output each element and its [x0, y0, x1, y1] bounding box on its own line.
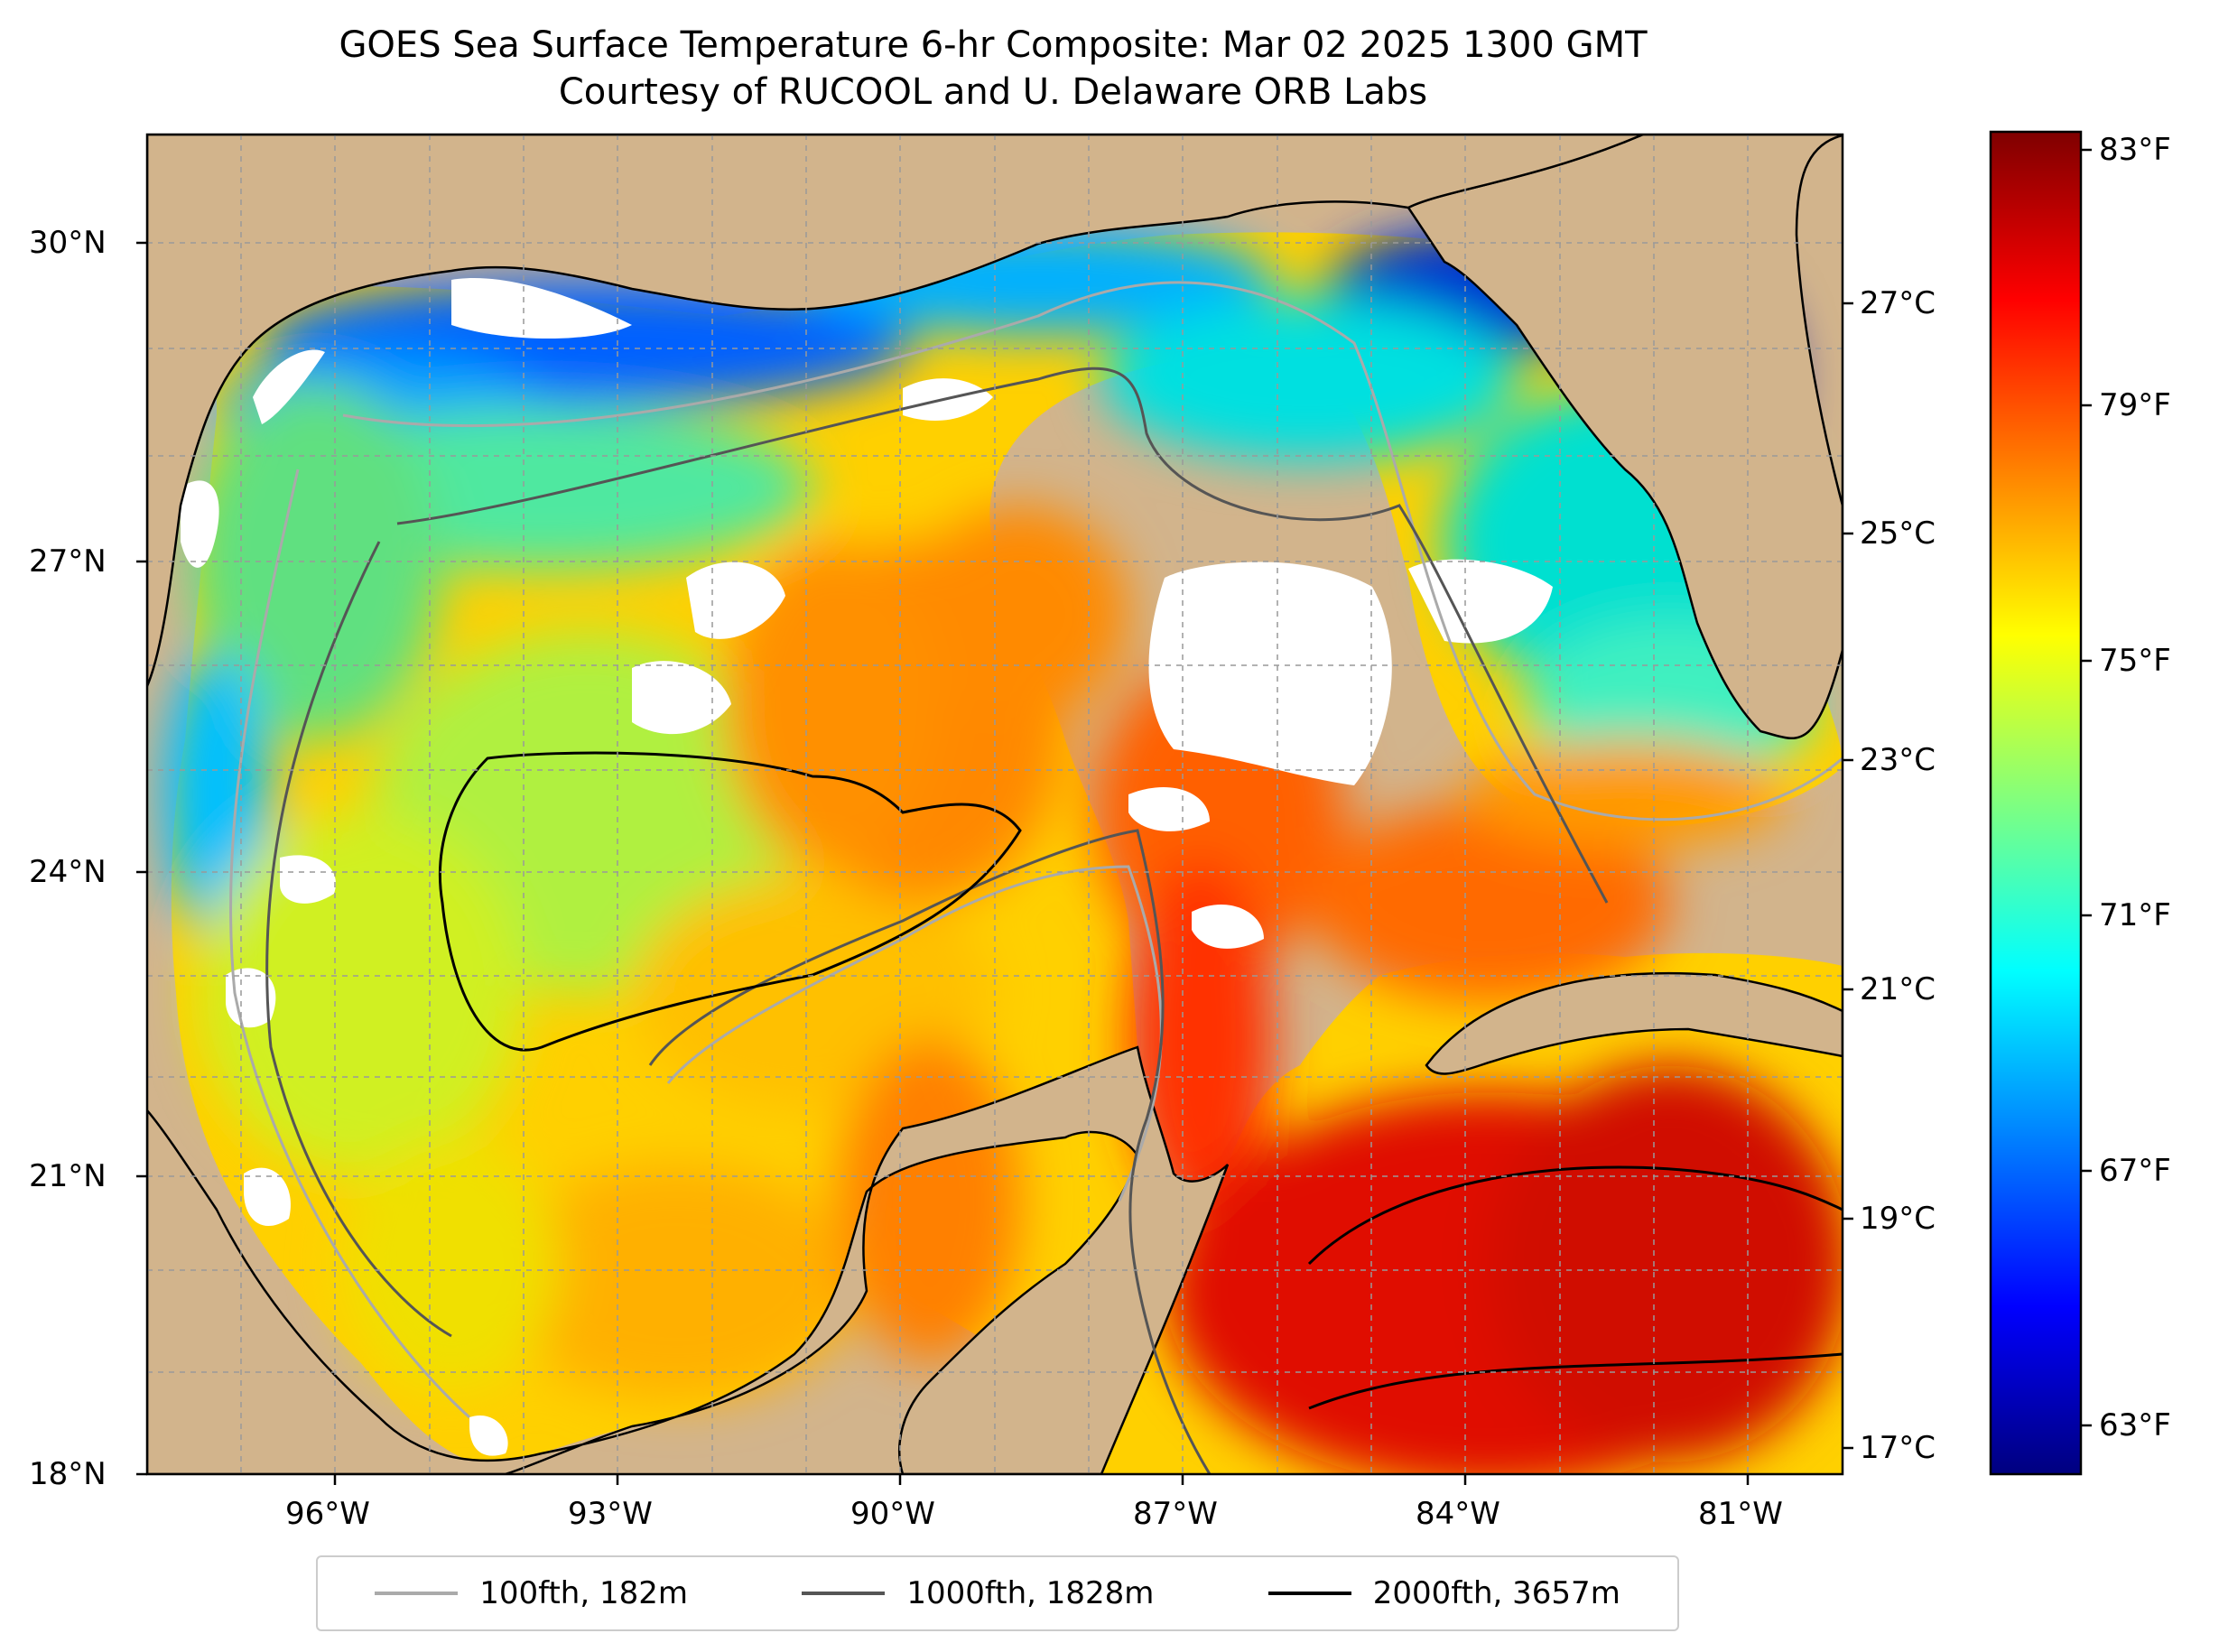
map-subtitle: Courtesy of RUCOOL and U. Delaware ORB L… [558, 71, 1428, 113]
sst-field [162, 226, 1843, 1474]
lat-label-21n: 21°N [29, 1158, 107, 1194]
colorbar-ticks [1843, 148, 2092, 1450]
contour-2000fth-sigsbee [439, 751, 1022, 1052]
bathymetry-contours [228, 281, 1843, 1474]
contour-1000fth-east [648, 829, 1212, 1474]
map-frame [145, 133, 1844, 1476]
celsius-label-25: 25°C [1860, 515, 1936, 552]
fahrenheit-label-75: 75°F [2099, 643, 2171, 679]
colorbar [1989, 130, 2083, 1476]
legend-line-black [1267, 1592, 1351, 1595]
contour-1000fth [396, 367, 1609, 904]
fahrenheit-label-67: 67°F [2099, 1153, 2171, 1189]
fahrenheit-label-71: 71°F [2099, 897, 2171, 933]
celsius-label-27: 27°C [1860, 285, 1936, 321]
legend-label: 2000fth, 3657m [1372, 1575, 1620, 1611]
us-gulf-coast-land [147, 135, 1644, 687]
celsius-label-19: 19°C [1860, 1201, 1936, 1237]
gridlines [147, 135, 1843, 1474]
lat-label-18n: 18°N [29, 1456, 107, 1492]
axis-ticks [136, 241, 1750, 1485]
lon-label-84w: 84°W [1416, 1496, 1500, 1532]
contour-100fth [342, 281, 1843, 821]
map-title: GOES Sea Surface Temperature 6-hr Compos… [339, 24, 1648, 66]
contour-1000fth-west [265, 541, 452, 1338]
fahrenheit-label-79: 79°F [2099, 387, 2171, 423]
legend-label: 100fth, 182m [479, 1575, 688, 1611]
bathymetry-legend: 100fth, 182m 1000fth, 1828m 2000fth, 365… [316, 1555, 1679, 1631]
celsius-label-23: 23°C [1860, 742, 1936, 778]
lon-label-96w: 96°W [285, 1496, 370, 1532]
legend-line-light-gray [375, 1592, 459, 1595]
map-area [147, 135, 1843, 1474]
fahrenheit-label-63: 63°F [2099, 1407, 2171, 1443]
celsius-label-21: 21°C [1860, 971, 1936, 1007]
lon-label-87w: 87°W [1133, 1496, 1218, 1532]
lon-label-90w: 90°W [850, 1496, 935, 1532]
legend-label: 1000fth, 1828m [906, 1575, 1155, 1611]
lat-label-27n: 27°N [29, 543, 107, 580]
celsius-label-17: 17°C [1860, 1430, 1936, 1466]
cuba-land [1425, 971, 1843, 1075]
lon-label-93w: 93°W [568, 1496, 653, 1532]
legend-item-100fth: 100fth, 182m [375, 1575, 688, 1611]
legend-line-dark-gray [802, 1592, 886, 1595]
lat-label-30n: 30°N [29, 225, 107, 261]
legend-item-1000fth: 1000fth, 1828m [802, 1575, 1154, 1611]
fahrenheit-label-83: 83°F [2099, 132, 2171, 168]
legend-item-2000fth: 2000fth, 3657m [1267, 1575, 1620, 1611]
lat-label-24n: 24°N [29, 854, 107, 890]
lon-label-81w: 81°W [1698, 1496, 1783, 1532]
florida-land [1407, 135, 1843, 739]
contour-2000fth-caribbean [1307, 1165, 1843, 1410]
no-data-patches [181, 278, 1553, 1456]
contour-100fth-west [228, 469, 471, 1419]
